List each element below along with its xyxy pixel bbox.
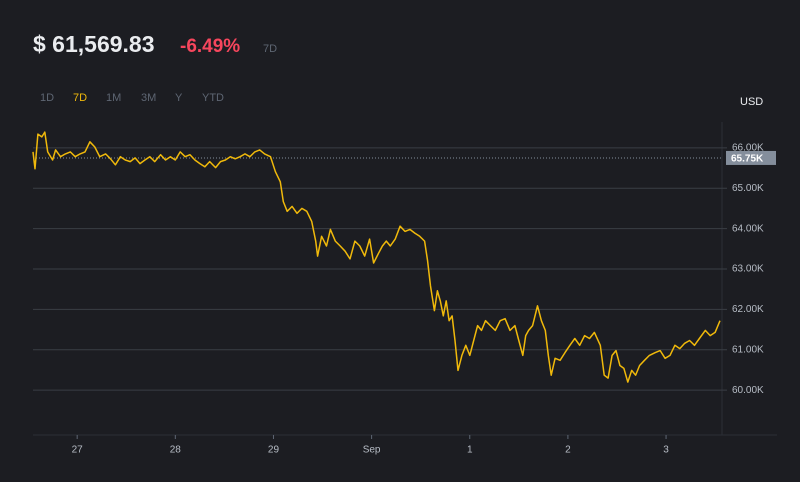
y-tick-label: 61.00K [732, 344, 764, 355]
reference-label-box [726, 150, 776, 165]
x-tick-label: Sep [363, 445, 381, 456]
timeframe-button[interactable]: 1D [40, 92, 54, 104]
price-line [32, 131, 721, 383]
price-change: -6.49% [180, 36, 240, 57]
timeframe-button[interactable]: Y [175, 92, 183, 104]
y-tick-label: 60.00K [732, 385, 764, 396]
y-tick-label: 64.00K [732, 223, 764, 234]
y-axis-label: USD [740, 96, 763, 108]
y-tick-label: 62.00K [732, 304, 764, 315]
x-tick-label: 2 [565, 445, 571, 456]
timeframe-button[interactable]: YTD [202, 92, 224, 104]
reference-label: 65.75K [731, 154, 764, 165]
x-tick-label: 27 [72, 445, 84, 456]
x-tick-label: 28 [170, 445, 182, 456]
x-tick-label: 1 [467, 445, 473, 456]
x-tick-label: 29 [268, 445, 280, 456]
y-tick-label: 63.00K [732, 264, 764, 275]
timeframe-button[interactable]: 1M [106, 92, 121, 104]
y-tick-label: 66.00K [732, 142, 764, 153]
timeframe-button[interactable]: 3M [141, 92, 156, 104]
y-tick-label: 65.00K [732, 183, 764, 194]
price: $ 61,569.83 [33, 31, 155, 57]
x-tick-label: 3 [663, 445, 669, 456]
change-period: 7D [263, 43, 277, 55]
timeframe-button[interactable]: 7D [73, 92, 87, 104]
